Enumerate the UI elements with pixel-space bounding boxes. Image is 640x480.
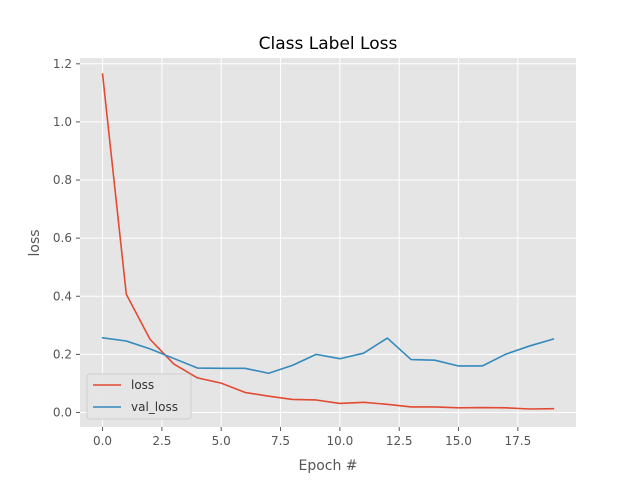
chart-title: Class Label Loss	[259, 34, 398, 54]
x-tick-label: 2.5	[152, 434, 171, 448]
legend-label-val-loss: val_loss	[131, 400, 178, 414]
x-ticks: 0.0 2.5 5.0 7.5 10.0 12.5 15.0 17.5	[93, 427, 531, 448]
y-ticks: 0.0 0.2 0.4 0.6 0.8 1.0 1.2	[53, 57, 80, 419]
series-line-loss	[101, 73, 555, 410]
y-tick-label: 0.2	[53, 347, 72, 361]
y-tick-label: 0.4	[53, 289, 72, 303]
x-tick-label: 0.0	[93, 434, 112, 448]
x-tick-label: 12.5	[386, 434, 413, 448]
series-layer	[101, 73, 555, 410]
y-tick-label: 0.0	[53, 405, 72, 419]
x-tick-label: 15.0	[445, 434, 472, 448]
y-axis-label: loss	[27, 229, 43, 256]
series-line-val-loss	[101, 336, 555, 375]
y-tick-label: 1.2	[53, 57, 72, 71]
y-tick-label: 0.6	[53, 231, 72, 245]
y-tick-label: 0.8	[53, 173, 72, 187]
x-tick-label: 7.5	[271, 434, 290, 448]
y-tick-label: 1.0	[53, 115, 72, 129]
legend-label-loss: loss	[131, 378, 154, 392]
legend: loss val_loss	[86, 373, 192, 420]
x-tick-label: 5.0	[212, 434, 231, 448]
x-axis-label: Epoch #	[298, 458, 357, 474]
x-tick-label: 10.0	[327, 434, 354, 448]
x-tick-label: 17.5	[504, 434, 531, 448]
plot-area	[80, 58, 576, 427]
